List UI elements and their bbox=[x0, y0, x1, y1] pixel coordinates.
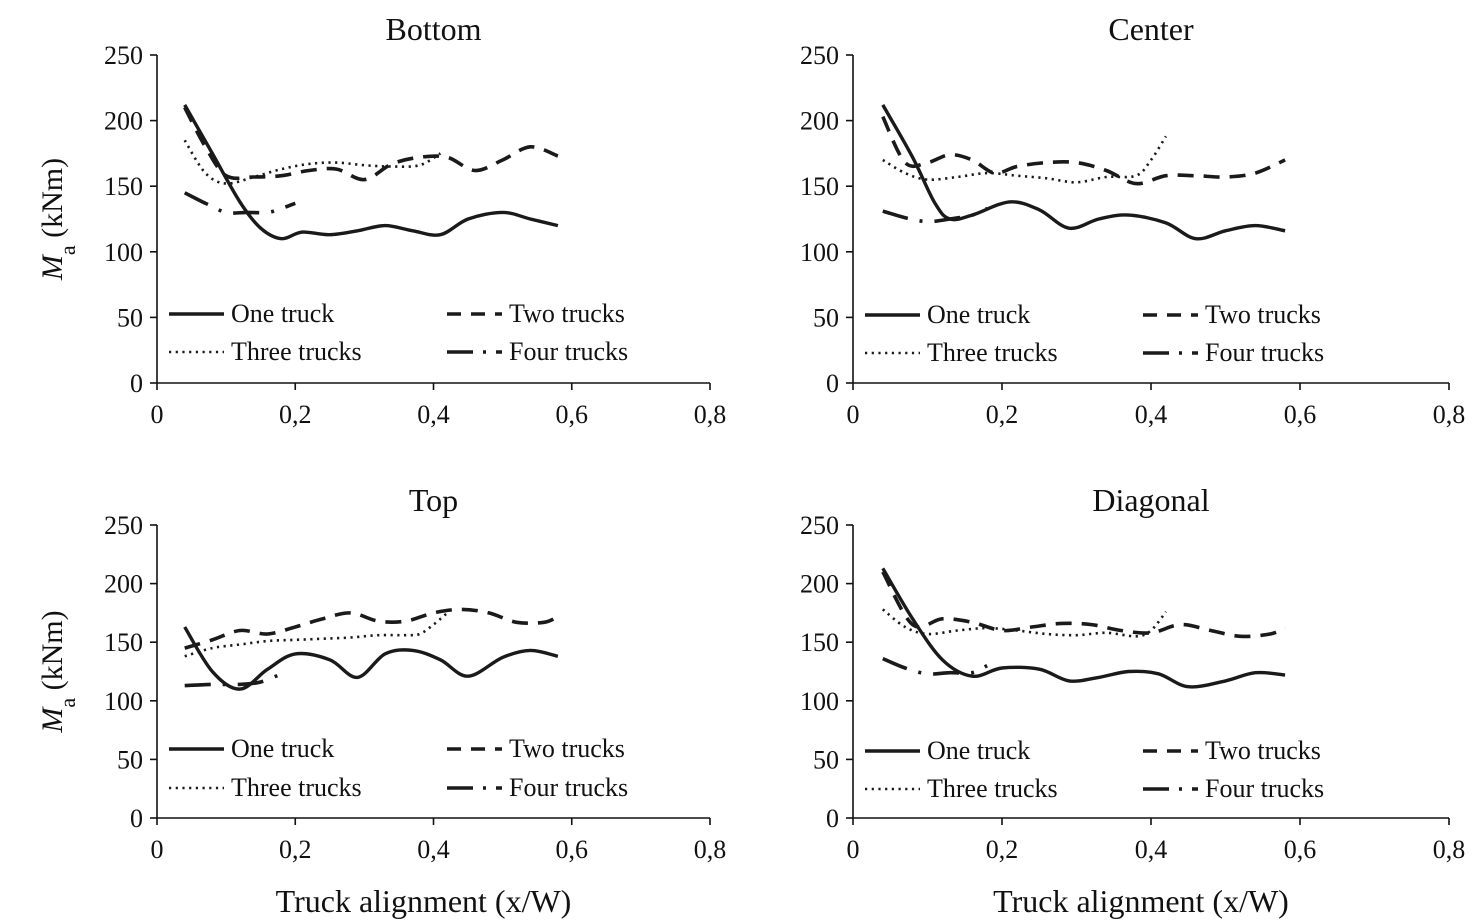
x-tick-label: 0,4 bbox=[1135, 835, 1168, 864]
y-tick-label: 250 bbox=[800, 41, 839, 70]
x-tick-label: 0,2 bbox=[986, 835, 1019, 864]
y-tick-label: 150 bbox=[800, 172, 839, 201]
legend-label: Four trucks bbox=[1205, 338, 1324, 367]
y-tick-label: 250 bbox=[800, 511, 839, 540]
y-tick-label: 200 bbox=[104, 107, 143, 136]
y-tick-label: 150 bbox=[800, 628, 839, 657]
y-tick-label: 100 bbox=[104, 238, 143, 267]
legend-label: One truck bbox=[231, 734, 334, 763]
y-tick-label: 50 bbox=[117, 745, 143, 774]
legend-label: Three trucks bbox=[231, 773, 362, 802]
chart-title: Diagonal bbox=[1092, 482, 1209, 518]
x-tick-label: 0,4 bbox=[1135, 400, 1168, 429]
legend-label: Two trucks bbox=[1205, 736, 1321, 765]
y-tick-label: 50 bbox=[813, 303, 839, 332]
x-tick-label: 0,6 bbox=[1284, 400, 1317, 429]
x-tick-label: 0,8 bbox=[694, 400, 727, 429]
series-line-three-trucks bbox=[183, 139, 442, 185]
legend-label: One truck bbox=[927, 300, 1030, 329]
x-tick-label: 0 bbox=[847, 835, 860, 864]
series-line-four-trucks bbox=[183, 191, 296, 215]
y-tick-label: 0 bbox=[130, 804, 143, 833]
y-tick-label: 200 bbox=[800, 570, 839, 599]
x-tick-label: 0,8 bbox=[1433, 835, 1466, 864]
x-tick-label: 0 bbox=[847, 400, 860, 429]
y-tick-label: 0 bbox=[826, 369, 839, 398]
series-line-four-trucks bbox=[882, 656, 988, 676]
y-tick-label: 100 bbox=[800, 238, 839, 267]
series-line-three-trucks bbox=[882, 135, 1168, 184]
series-line-one-truck bbox=[183, 626, 559, 691]
legend-label: Three trucks bbox=[927, 774, 1058, 803]
legend-label: Four trucks bbox=[1205, 774, 1324, 803]
series-line-three-trucks bbox=[184, 611, 449, 658]
x-tick-label: 0 bbox=[151, 400, 164, 429]
series-line-two-trucks bbox=[881, 115, 1286, 186]
y-axis-label: Ma (kNm) bbox=[36, 158, 80, 281]
legend-label: Two trucks bbox=[1205, 300, 1321, 329]
series-line-four-trucks bbox=[184, 672, 283, 688]
x-tick-label: 0,8 bbox=[694, 835, 727, 864]
legend-label: Two trucks bbox=[509, 734, 625, 763]
series-line-two-trucks bbox=[881, 571, 1286, 639]
series-line-two-trucks bbox=[183, 106, 559, 182]
x-tick-label: 0,4 bbox=[417, 835, 450, 864]
y-tick-label: 250 bbox=[104, 511, 143, 540]
x-tick-label: 0,2 bbox=[279, 400, 312, 429]
y-tick-label: 150 bbox=[104, 172, 143, 201]
legend-label: Four trucks bbox=[509, 337, 628, 366]
y-axis-label-unit: (kNm) bbox=[36, 158, 69, 245]
y-tick-label: 0 bbox=[130, 369, 143, 398]
y-tick-label: 150 bbox=[104, 628, 143, 657]
y-tick-label: 0 bbox=[826, 804, 839, 833]
x-tick-label: 0,8 bbox=[1433, 400, 1466, 429]
chart-title: Bottom bbox=[385, 11, 481, 47]
series-line-four-trucks bbox=[882, 206, 988, 224]
y-axis-label-symbol: M bbox=[36, 706, 69, 734]
x-tick-label: 0,4 bbox=[417, 400, 450, 429]
series-line-one-truck bbox=[881, 567, 1286, 689]
legend-label: Three trucks bbox=[231, 337, 362, 366]
series-line-three-trucks bbox=[881, 608, 1167, 638]
x-axis-label: Truck alignment (x/W) bbox=[993, 883, 1289, 919]
x-tick-label: 0,2 bbox=[986, 400, 1019, 429]
y-tick-label: 50 bbox=[117, 303, 143, 332]
chart-panel-bottom: Bottom 0 50 100 150 200 250 0 0,2 0,4 0,6 0,8 One tr… bbox=[36, 11, 726, 429]
legend-label: Two trucks bbox=[509, 299, 625, 328]
legend-label: One truck bbox=[927, 736, 1030, 765]
x-tick-label: 0,6 bbox=[556, 400, 589, 429]
y-axis-label-subscript: a bbox=[55, 245, 80, 255]
legend-label: Three trucks bbox=[927, 338, 1058, 367]
series-line-two-trucks bbox=[184, 607, 559, 650]
chart-title: Top bbox=[409, 482, 458, 518]
x-tick-label: 0,2 bbox=[279, 835, 312, 864]
x-tick-label: 0 bbox=[151, 835, 164, 864]
series-line-one-truck bbox=[183, 104, 559, 241]
legend-label: Four trucks bbox=[509, 773, 628, 802]
chart-panel-top: Top 0 50 100 150 200 250 0 0,2 0,4 0,6 0,8 One truck… bbox=[36, 482, 726, 919]
y-tick-label: 100 bbox=[104, 687, 143, 716]
y-axis-label-symbol: M bbox=[36, 253, 69, 281]
y-tick-label: 100 bbox=[800, 687, 839, 716]
chart-title: Center bbox=[1108, 11, 1194, 47]
x-tick-label: 0,6 bbox=[556, 835, 589, 864]
y-axis-label-unit: (kNm) bbox=[36, 610, 69, 697]
x-axis-label: Truck alignment (x/W) bbox=[276, 883, 572, 919]
y-tick-label: 250 bbox=[104, 41, 143, 70]
series-line-one-truck bbox=[881, 104, 1286, 241]
y-tick-label: 200 bbox=[104, 570, 143, 599]
chart-panel-diagonal: Diagonal 0 50 100 150 200 250 0 0,2 0,4 0,6 0,8 One … bbox=[800, 482, 1465, 919]
y-tick-label: 50 bbox=[813, 745, 839, 774]
y-axis-label: Ma (kNm) bbox=[36, 610, 80, 733]
chart-panel-center: Center 0 50 100 150 200 250 0 0,2 0,4 0,6 0,8 One tr… bbox=[800, 11, 1465, 429]
x-tick-label: 0,6 bbox=[1284, 835, 1317, 864]
legend-label: One truck bbox=[231, 299, 334, 328]
y-tick-label: 200 bbox=[800, 107, 839, 136]
y-axis-label-subscript: a bbox=[55, 698, 80, 708]
